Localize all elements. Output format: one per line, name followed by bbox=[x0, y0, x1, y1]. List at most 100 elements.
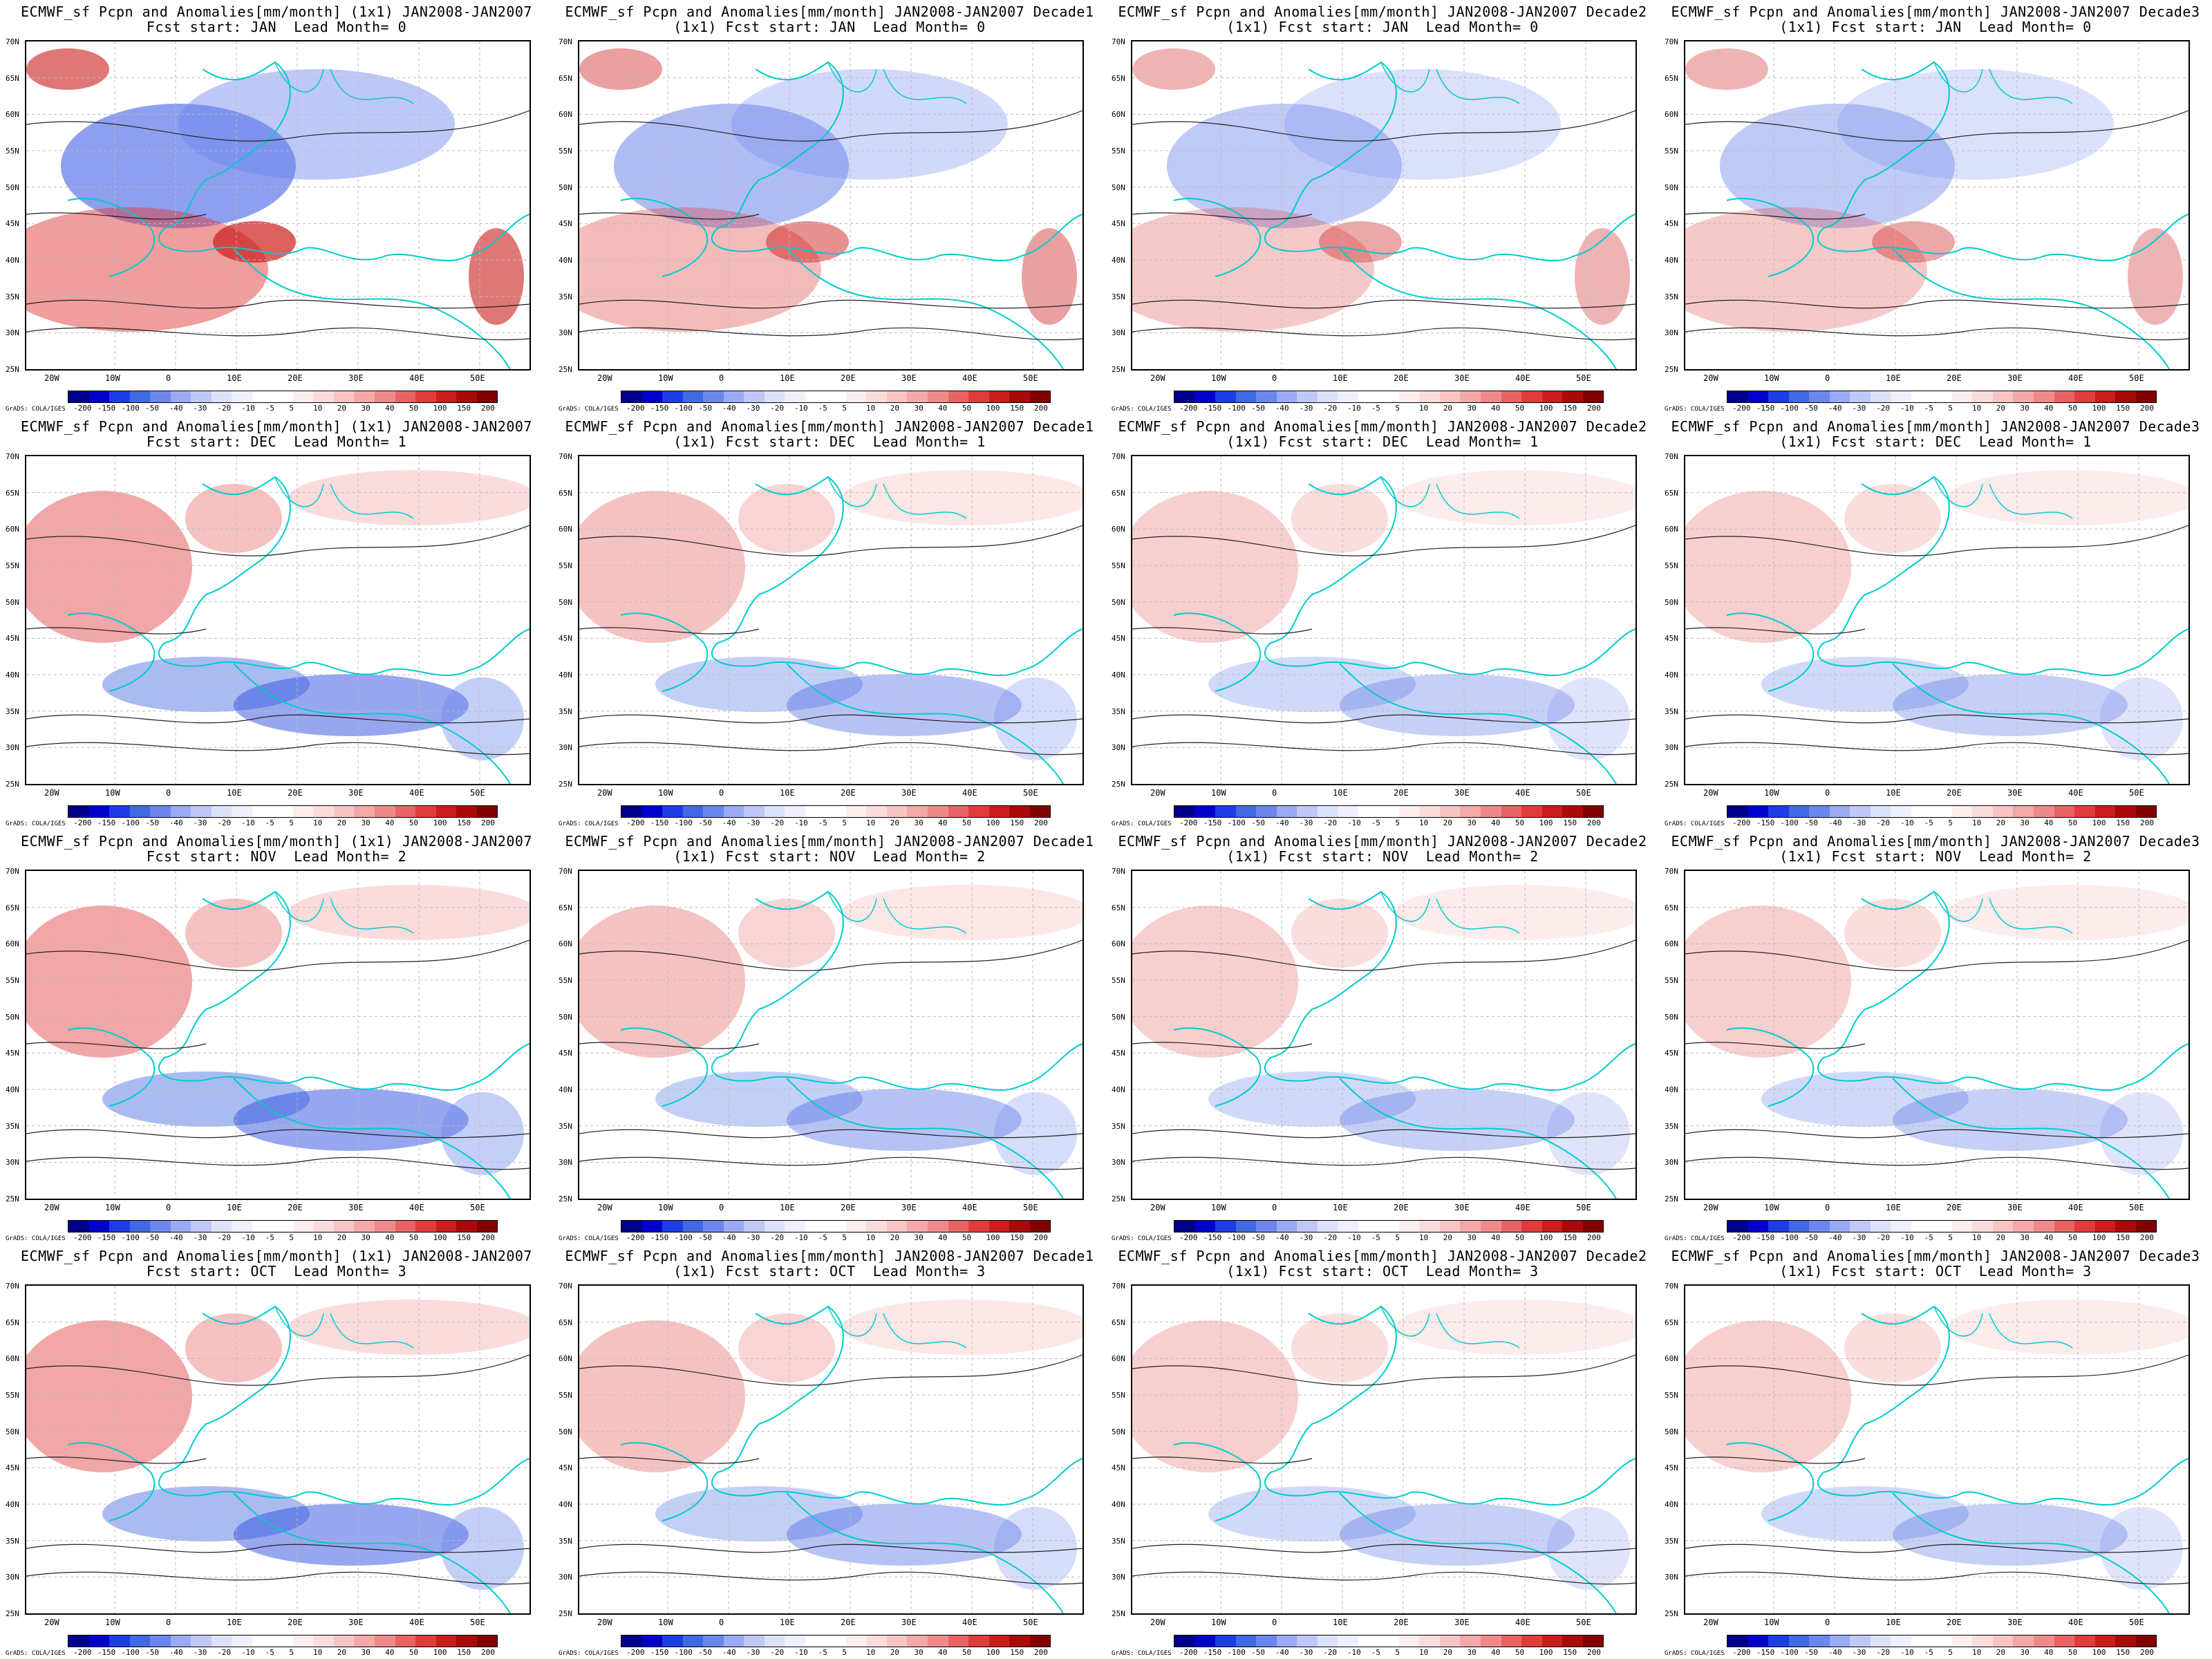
colorbar-label: -40 bbox=[169, 1648, 183, 1657]
colorbar-swatch bbox=[2054, 806, 2075, 817]
colorbar bbox=[1727, 805, 2157, 818]
longitude-label: 20E bbox=[288, 1618, 303, 1627]
colorbar-label: -100 bbox=[674, 404, 693, 413]
latitude-label: 65N bbox=[1665, 73, 1678, 83]
latitude-label: 55N bbox=[6, 1391, 19, 1400]
colorbar-label: 20 bbox=[890, 1648, 899, 1657]
longitude-label: 10E bbox=[1333, 373, 1348, 383]
colorbar-label: -200 bbox=[1179, 404, 1198, 413]
contour-line bbox=[1132, 1571, 1635, 1585]
latitude-label: 45N bbox=[559, 219, 572, 229]
contour-line bbox=[579, 525, 1082, 556]
coastline bbox=[711, 890, 1082, 1091]
colorbar-label: -5 bbox=[1924, 1233, 1933, 1242]
colorbar-label: 10 bbox=[313, 1648, 323, 1657]
colorbar-swatch bbox=[1521, 806, 1542, 817]
longitude-label: 40E bbox=[409, 788, 424, 798]
precipitation-anomaly-map bbox=[578, 455, 1084, 785]
latitude-label: 35N bbox=[1665, 292, 1678, 301]
colorbar-label: 40 bbox=[385, 1233, 395, 1242]
colorbar bbox=[68, 805, 498, 818]
panel-subtitle: (1x1) Fcst start: JAN Lead Month= 0 bbox=[1226, 19, 1539, 35]
latitude-label: 50N bbox=[559, 597, 572, 607]
colorbar-label: 200 bbox=[2140, 404, 2154, 413]
colorbar-swatch bbox=[150, 1221, 171, 1232]
latitude-label: 70N bbox=[1112, 867, 1125, 876]
colorbar-swatch bbox=[2135, 1635, 2157, 1647]
contour-line bbox=[26, 742, 529, 756]
colorbar-swatch bbox=[211, 391, 232, 402]
colorbar-label: 10 bbox=[1419, 818, 1429, 827]
colorbar-label: -30 bbox=[746, 404, 760, 413]
latitude-label: 60N bbox=[1665, 939, 1678, 949]
anomaly-shading bbox=[1208, 1071, 1416, 1127]
colorbar-swatch bbox=[662, 1221, 683, 1232]
precipitation-anomaly-map bbox=[25, 455, 531, 785]
anomaly-shading bbox=[1132, 1320, 1298, 1472]
colorbar-label: -200 bbox=[1179, 1648, 1198, 1657]
contour-line bbox=[1685, 939, 2188, 971]
latitude-label: 50N bbox=[1112, 1012, 1125, 1022]
colorbar-label: -200 bbox=[626, 404, 645, 413]
latitude-label: 45N bbox=[1112, 1049, 1125, 1058]
latitude-label: 50N bbox=[559, 182, 572, 192]
colorbar-label: -10 bbox=[1900, 818, 1914, 827]
anomaly-shading bbox=[1208, 1486, 1416, 1541]
anomaly-shading bbox=[61, 104, 296, 228]
latitude-label: 55N bbox=[1112, 976, 1125, 985]
colorbar-swatch bbox=[845, 1221, 867, 1232]
colorbar-swatch bbox=[927, 391, 948, 402]
anomaly-shading bbox=[1291, 1313, 1388, 1382]
anomaly-shading bbox=[787, 1089, 1022, 1151]
colorbar-label: -150 bbox=[97, 1648, 116, 1657]
panel-subtitle: (1x1) Fcst start: DEC Lead Month= 1 bbox=[1226, 433, 1539, 450]
latitude-label: 70N bbox=[559, 867, 572, 876]
latitude-label: 55N bbox=[1665, 1391, 1678, 1400]
latitude-label: 60N bbox=[6, 939, 19, 949]
latitude-label: 65N bbox=[1665, 1318, 1678, 1327]
colorbar-label: 40 bbox=[2044, 818, 2054, 827]
colorbar-swatch bbox=[415, 1221, 436, 1232]
latitude-label: 25N bbox=[559, 365, 572, 374]
colorbar-label: -30 bbox=[193, 818, 207, 827]
colorbar-swatch bbox=[2033, 391, 2054, 402]
colorbar-swatch bbox=[1972, 391, 1993, 402]
colorbar-swatch bbox=[1501, 1221, 1522, 1232]
coastline bbox=[1173, 198, 1262, 277]
colorbar-swatch bbox=[435, 391, 457, 402]
latitude-label: 50N bbox=[559, 1427, 572, 1436]
anomaly-shading bbox=[1395, 1300, 1635, 1355]
colorbar-swatch bbox=[1911, 391, 1932, 402]
latitude-label: 25N bbox=[1112, 1194, 1125, 1203]
map-panel: ECMWF_sf Pcpn and Anomalies[mm/month] JA… bbox=[1106, 0, 1659, 415]
anomaly-shading bbox=[2100, 677, 2183, 760]
colorbar-swatch bbox=[1870, 1221, 1891, 1232]
colorbar-label: -20 bbox=[217, 818, 232, 827]
colorbar-label: -40 bbox=[169, 404, 183, 413]
colorbar-swatch bbox=[621, 1635, 642, 1647]
colorbar-label: 100 bbox=[1539, 818, 1553, 827]
latitude-label: 25N bbox=[1112, 365, 1125, 374]
latitude-label: 45N bbox=[559, 1463, 572, 1473]
colorbar-swatch bbox=[1992, 1221, 2014, 1232]
colorbar-label: -5 bbox=[1924, 404, 1933, 413]
map-panel: ECMWF_sf Pcpn and Anomalies[mm/month] JA… bbox=[1659, 830, 2212, 1244]
colorbar-swatch bbox=[1398, 391, 1420, 402]
coastline bbox=[1892, 1492, 2170, 1613]
colorbar-label: 10 bbox=[1419, 1648, 1429, 1657]
colorbar-swatch bbox=[886, 806, 908, 817]
colorbar-label: 30 bbox=[1467, 1648, 1477, 1657]
colorbar-swatch bbox=[313, 1221, 334, 1232]
colorbar-swatch bbox=[88, 391, 110, 402]
longitude-label: 50E bbox=[1576, 1203, 1591, 1212]
latitude-label: 35N bbox=[1112, 706, 1125, 716]
longitude-label: 30E bbox=[901, 788, 917, 798]
colorbar-swatch bbox=[1297, 806, 1318, 817]
colorbar-swatch bbox=[435, 1635, 457, 1647]
anomaly-shading bbox=[1685, 1320, 1851, 1472]
latitude-label: 45N bbox=[1665, 1049, 1678, 1058]
latitude-label: 35N bbox=[6, 1121, 19, 1131]
latitude-label: 25N bbox=[1665, 365, 1678, 374]
latitude-label: 65N bbox=[559, 903, 572, 912]
longitude-label: 10E bbox=[227, 788, 242, 798]
